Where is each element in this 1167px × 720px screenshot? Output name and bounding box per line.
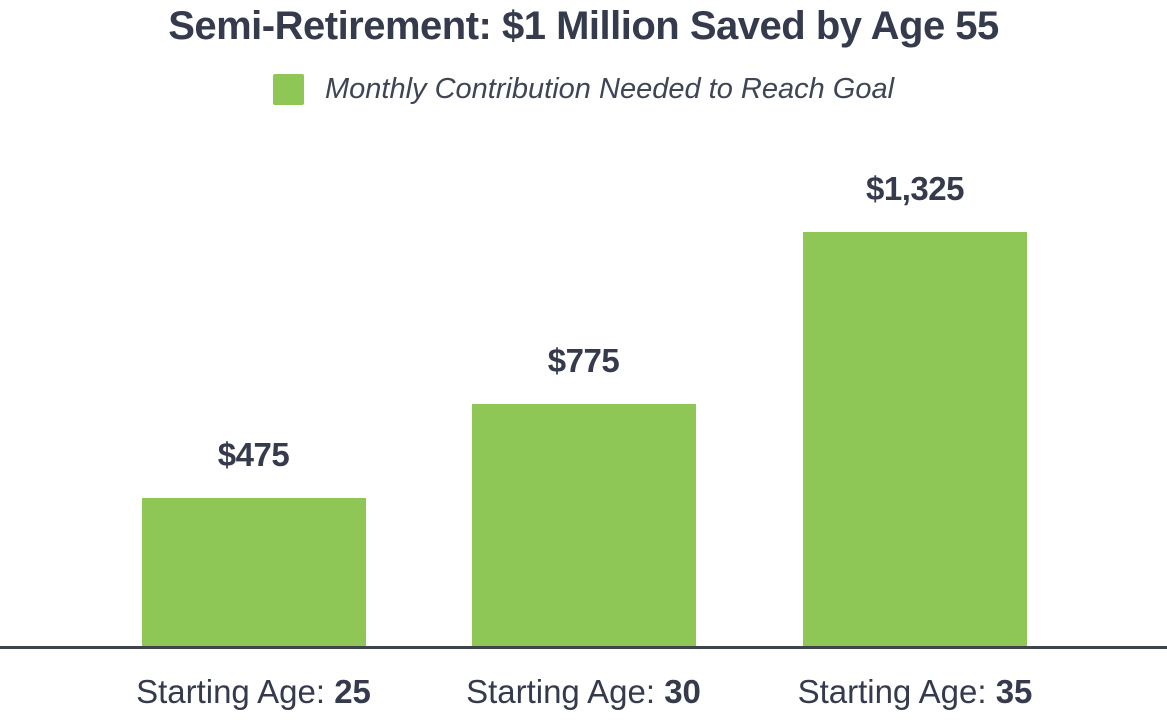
x-label-prefix: Starting Age: (797, 673, 996, 710)
bar-value-label: $775 (547, 342, 620, 379)
chart-title: Semi-Retirement: $1 Million Saved by Age… (168, 4, 999, 48)
x-axis-label: Starting Age: 35 (745, 672, 1085, 712)
bar (141, 498, 366, 646)
legend-swatch-icon (272, 74, 304, 105)
chart-legend: Monthly Contribution Needed to Reach Goa… (0, 74, 1167, 105)
bar (471, 404, 696, 646)
x-label-prefix: Starting Age: (136, 673, 335, 710)
x-axis-line (0, 646, 1167, 649)
legend-label: Monthly Contribution Needed to Reach Goa… (324, 73, 895, 105)
x-axis-label: Starting Age: 30 (414, 672, 754, 712)
bar (803, 232, 1027, 646)
bar-value-label: $475 (217, 436, 290, 473)
x-axis-label: Starting Age: 25 (84, 672, 424, 712)
x-label-prefix: Starting Age: (466, 673, 665, 710)
x-label-value: 25 (334, 673, 371, 710)
x-label-value: 30 (664, 673, 701, 710)
x-label-value: 35 (995, 673, 1033, 710)
bar-value-label: $1,325 (866, 170, 964, 207)
